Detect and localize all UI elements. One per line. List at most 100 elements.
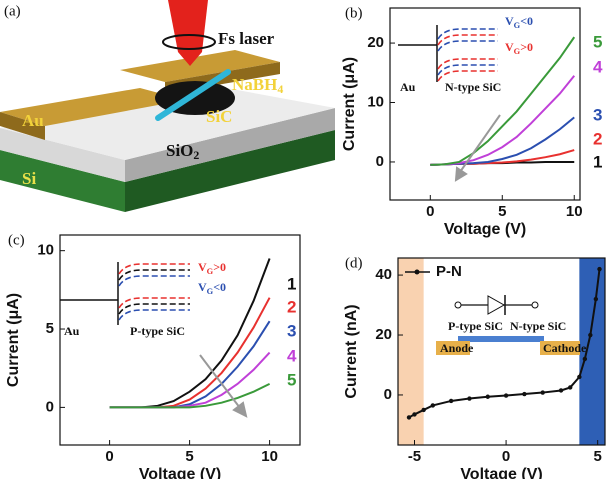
y-tick-label: 10: [37, 242, 54, 259]
inset-curve: [119, 264, 190, 274]
arrow-head: [234, 403, 246, 416]
inset-label: Au: [64, 324, 80, 338]
marker: [577, 375, 581, 379]
diode-terminal: [532, 302, 538, 308]
inset-label: Au: [400, 80, 416, 94]
inset-label: VG>0: [198, 260, 226, 276]
marker: [431, 403, 435, 407]
marker: [588, 333, 592, 337]
x-tick-label: 10: [566, 203, 583, 220]
plot-frame: [60, 235, 300, 445]
text-part: V: [505, 40, 514, 54]
y-tick-label: 0: [46, 398, 54, 415]
inset-label: N-type SiC: [445, 80, 501, 94]
panel-label: (c): [8, 232, 25, 248]
marker: [597, 267, 601, 271]
text-part: <0: [520, 14, 533, 28]
y-tick-label: 20: [375, 326, 392, 343]
y-axis-label: Current (μA): [5, 293, 22, 387]
panel-label: (b): [345, 5, 363, 21]
inset-curve: [119, 304, 190, 314]
series-label: 4: [593, 57, 603, 76]
text-part: V: [505, 14, 514, 28]
x-tick-label: 0: [502, 448, 510, 465]
x-tick-label: 5: [185, 448, 193, 465]
marker: [421, 408, 425, 412]
inset-label: N-type SiC: [510, 319, 566, 333]
series-label: 5: [593, 32, 602, 51]
text-part: NaBH: [232, 75, 277, 94]
laser-label: Fs laser: [218, 29, 275, 48]
inset-curve: [119, 276, 190, 286]
y-axis-label: Current (nA): [343, 304, 360, 398]
legend-label: P-N: [436, 263, 462, 280]
series-label: 5: [287, 370, 296, 389]
reductant-label: NaBH4: [232, 75, 283, 96]
x-tick-label: 5: [594, 448, 602, 465]
inset-label: P-type SiC: [130, 324, 185, 338]
marker: [559, 388, 563, 392]
series-label: 3: [287, 321, 296, 340]
inset-label: Cathode: [543, 341, 587, 355]
marker: [504, 393, 508, 397]
marker: [412, 412, 416, 416]
x-axis-label: Voltage (V): [460, 466, 542, 479]
marker: [522, 392, 526, 396]
text-part: V: [198, 260, 207, 274]
series-label: 1: [593, 152, 602, 171]
marker: [541, 390, 545, 394]
text-part: <0: [213, 280, 226, 294]
marker: [407, 415, 411, 419]
inset-label: P-type SiC: [448, 319, 503, 333]
nanowire-label: SiC: [206, 107, 232, 126]
y-tick-label: 10: [367, 93, 384, 110]
y-axis-label: Current (μA): [341, 57, 358, 151]
series-label: 1: [287, 274, 296, 293]
subscript: 2: [193, 148, 199, 162]
legend-marker: [415, 270, 420, 275]
x-axis-label: Voltage (V): [139, 466, 221, 479]
y-tick-label: 5: [46, 320, 54, 337]
x-tick-label: 5: [498, 203, 506, 220]
y-tick-label: 0: [376, 153, 384, 170]
marker: [486, 395, 490, 399]
diode-terminal: [455, 302, 461, 308]
figure: (a)Fs laserNaBH4AuSiCSiO2Si(b)051001020V…: [0, 0, 610, 479]
marker: [568, 385, 572, 389]
substrate-label: Si: [22, 169, 36, 188]
x-tick-label: -5: [408, 448, 421, 465]
text-part: V: [198, 280, 207, 294]
series-line: [430, 117, 574, 165]
inset-label: VG<0: [198, 280, 226, 296]
panel-label: (d): [345, 255, 363, 271]
y-tick-label: 0: [384, 386, 392, 403]
diode-body: [488, 296, 504, 314]
electrode-label: Au: [22, 111, 44, 130]
inset-curve: [119, 310, 190, 320]
series-label: 3: [593, 105, 602, 124]
inset-label: VG>0: [505, 40, 533, 56]
y-tick-label: 20: [367, 34, 384, 51]
series-label: 2: [593, 129, 602, 148]
text-part: SiO: [166, 141, 193, 160]
text-part: >0: [520, 40, 533, 54]
marker: [583, 357, 587, 361]
inset-curve: [119, 298, 190, 308]
y-tick-label: 40: [375, 266, 392, 283]
series-label: 4: [287, 346, 297, 365]
plot-frame: [390, 8, 580, 200]
arrow-head: [456, 168, 466, 180]
marker: [594, 297, 598, 301]
inset-curve: [438, 41, 498, 51]
marker: [467, 396, 471, 400]
x-tick-label: 0: [105, 448, 113, 465]
inset-label: Anode: [440, 341, 474, 355]
subscript: 4: [277, 82, 283, 96]
text-part: >0: [213, 260, 226, 274]
inset-label: VG<0: [505, 14, 533, 30]
series-label: 2: [287, 297, 296, 316]
x-tick-label: 10: [261, 448, 278, 465]
inset-curve: [119, 270, 190, 280]
illustration: [0, 0, 335, 212]
panel-label: (a): [4, 3, 21, 19]
